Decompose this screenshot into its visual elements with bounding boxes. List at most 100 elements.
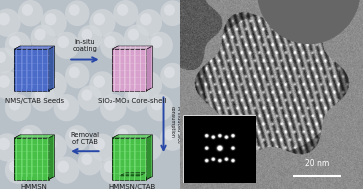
Circle shape (147, 32, 173, 59)
Polygon shape (146, 135, 152, 180)
Circle shape (81, 29, 92, 40)
Circle shape (100, 94, 126, 122)
Circle shape (54, 94, 79, 121)
Circle shape (113, 62, 138, 89)
Circle shape (22, 66, 33, 78)
Polygon shape (112, 46, 152, 49)
Circle shape (9, 160, 21, 173)
Circle shape (34, 89, 46, 101)
Polygon shape (15, 49, 49, 91)
Circle shape (136, 71, 162, 99)
Circle shape (164, 67, 175, 78)
Circle shape (34, 29, 46, 40)
Text: In-situ
coating: In-situ coating (73, 39, 97, 52)
Polygon shape (15, 176, 54, 180)
Circle shape (117, 129, 128, 141)
Circle shape (0, 71, 21, 99)
Polygon shape (15, 135, 20, 180)
Circle shape (117, 66, 128, 78)
Circle shape (140, 76, 152, 88)
Text: HMMSN/CTAB: HMMSN/CTAB (109, 184, 156, 189)
Polygon shape (15, 46, 20, 91)
Polygon shape (15, 88, 54, 91)
Circle shape (89, 134, 115, 161)
Polygon shape (49, 135, 54, 180)
Circle shape (57, 36, 69, 48)
Circle shape (113, 125, 138, 151)
Circle shape (9, 98, 21, 111)
Circle shape (100, 32, 126, 59)
Circle shape (104, 98, 116, 111)
Polygon shape (112, 138, 146, 180)
Circle shape (18, 0, 43, 26)
Circle shape (89, 71, 115, 99)
Text: M induced SiO₂
consumption: M induced SiO₂ consumption (170, 106, 181, 143)
Circle shape (65, 63, 90, 88)
Circle shape (140, 13, 152, 25)
Text: HMMSN: HMMSN (21, 184, 48, 189)
Circle shape (41, 9, 67, 36)
Circle shape (164, 129, 175, 141)
Circle shape (18, 62, 43, 89)
Circle shape (93, 75, 105, 88)
Circle shape (78, 150, 102, 175)
Circle shape (65, 0, 90, 26)
Circle shape (78, 85, 102, 111)
Circle shape (151, 98, 163, 110)
Polygon shape (119, 173, 146, 176)
Circle shape (128, 153, 139, 165)
Circle shape (164, 4, 175, 16)
Text: Removal
of CTAB: Removal of CTAB (70, 132, 99, 145)
Circle shape (41, 134, 67, 161)
Circle shape (104, 160, 116, 173)
Circle shape (117, 4, 128, 16)
Circle shape (9, 36, 21, 48)
Circle shape (81, 89, 92, 101)
Circle shape (54, 156, 79, 184)
Circle shape (22, 4, 33, 16)
Polygon shape (112, 176, 152, 180)
Text: SiO₂-MO₃ Core-shell: SiO₂-MO₃ Core-shell (98, 98, 166, 104)
Circle shape (124, 25, 149, 51)
Circle shape (0, 138, 10, 150)
Polygon shape (15, 46, 54, 49)
Circle shape (18, 125, 43, 151)
Circle shape (160, 125, 185, 151)
Circle shape (34, 153, 46, 165)
Polygon shape (15, 138, 49, 180)
Circle shape (113, 0, 138, 26)
Circle shape (30, 149, 56, 176)
Circle shape (78, 25, 102, 51)
Polygon shape (112, 135, 152, 138)
Circle shape (104, 36, 116, 48)
Bar (183, 115, 256, 183)
Circle shape (69, 67, 80, 78)
Polygon shape (112, 88, 152, 91)
Circle shape (124, 149, 149, 176)
Circle shape (93, 13, 105, 26)
Circle shape (160, 0, 185, 26)
Circle shape (100, 156, 126, 184)
Circle shape (124, 85, 149, 112)
Circle shape (89, 9, 115, 36)
Circle shape (30, 85, 56, 112)
Circle shape (57, 161, 69, 173)
Circle shape (30, 25, 56, 51)
Circle shape (128, 29, 139, 40)
Text: 20 nm: 20 nm (305, 159, 329, 168)
Polygon shape (15, 135, 54, 138)
Polygon shape (146, 46, 152, 91)
Polygon shape (112, 46, 118, 91)
Circle shape (136, 9, 162, 36)
Circle shape (0, 75, 10, 88)
Polygon shape (112, 135, 118, 180)
Circle shape (5, 94, 31, 122)
Text: NMS/CTAB Seeds: NMS/CTAB Seeds (5, 98, 64, 104)
Circle shape (0, 9, 21, 37)
Circle shape (0, 51, 6, 63)
Circle shape (5, 156, 31, 184)
Circle shape (151, 36, 163, 48)
Circle shape (69, 129, 80, 141)
Circle shape (41, 71, 67, 99)
Circle shape (160, 63, 185, 88)
